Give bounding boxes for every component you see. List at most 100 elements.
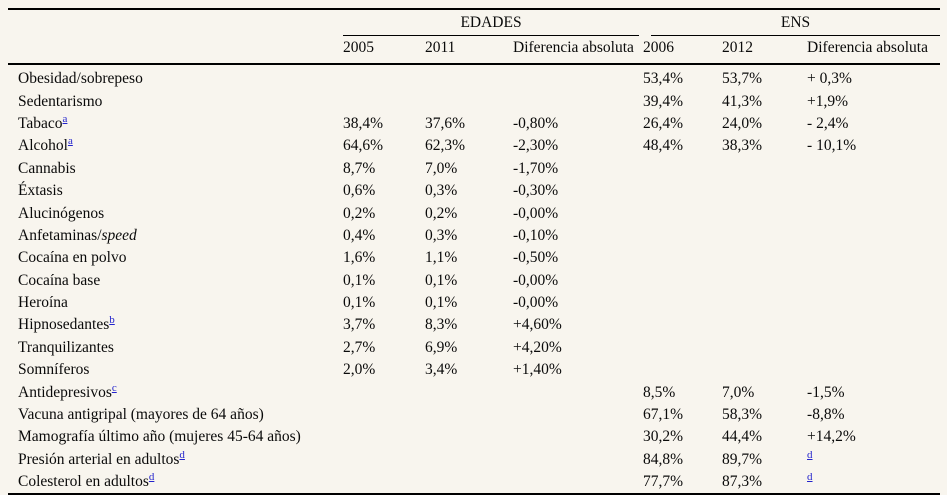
cell-2011: 62,3% <box>425 137 466 155</box>
cell-dif-ens: +14,2% <box>807 426 940 448</box>
row-label-cell: Mamografía último año (mujeres 45-64 año… <box>8 426 343 448</box>
cell-2012: 58,3% <box>722 406 763 424</box>
cell-2012 <box>722 225 807 247</box>
cell-dif-edades <box>513 64 643 90</box>
cell-2006: 67,1% <box>643 406 684 424</box>
footnote-link[interactable]: c <box>111 381 117 394</box>
cell-2012: 24,0% <box>722 114 763 132</box>
cell-2006: 84,8% <box>643 450 684 468</box>
cell-2005 <box>343 90 425 112</box>
col-header-dif-edades: Diferencia absoluta <box>513 36 644 65</box>
cell-2005: 2,0% <box>343 361 376 379</box>
cell-2012: 87,3% <box>722 473 763 491</box>
row-label-cell: Presión arterial en adultosd <box>8 449 343 471</box>
cell-2006 <box>643 314 722 336</box>
footnote-link[interactable]: d <box>807 448 813 461</box>
table-row: Éxtasis 0,6% 0,3% -0,30% <box>8 180 940 202</box>
col-header-dif-ens: Diferencia absoluta <box>807 36 941 65</box>
cell-2006 <box>643 292 722 314</box>
dif-ens-value: - 2,4% <box>807 114 849 132</box>
table-row: Vacuna antigripal (mayores de 64 años) 6… <box>8 404 940 426</box>
cell-2012: 53,7% <box>722 70 763 88</box>
footnote-link[interactable]: b <box>109 314 115 327</box>
row-label-cell: Cannabis <box>8 158 343 180</box>
cell-2011 <box>425 90 513 112</box>
cell-2006 <box>643 180 722 202</box>
cell-2005: 1,6% <box>343 249 376 267</box>
row-label-cell: Cocaína base <box>8 270 343 292</box>
row-label: Vacuna antigripal (mayores de 64 años) <box>18 406 264 424</box>
cell-dif-edades: -0,80% <box>513 114 559 132</box>
cell-dif-ens <box>807 225 940 247</box>
cell-2005: 0,2% <box>343 204 376 222</box>
row-label-cell: Vacuna antigripal (mayores de 64 años) <box>8 404 343 426</box>
cell-2005: 0,1% <box>343 271 376 289</box>
cell-dif-edades: -0,30% <box>513 182 559 200</box>
cell-dif-ens: -8,8% <box>807 404 940 426</box>
dif-ens-value: - 10,1% <box>807 137 857 155</box>
table-body: Obesidad/sobrepeso 53,4% 53,7% + 0,3% Se… <box>8 64 940 494</box>
cell-dif-edades: -1,70% <box>513 159 559 177</box>
cell-dif-ens: d <box>807 471 940 494</box>
group-underline-ens: ENS <box>651 13 941 36</box>
cell-dif-ens: +1,9% <box>807 90 940 112</box>
cell-dif-edades <box>513 90 643 112</box>
cell-2011 <box>425 449 513 471</box>
row-label-cell: Alcohola <box>8 135 343 157</box>
cell-2005 <box>343 404 425 426</box>
cell-2011: 1,1% <box>425 249 458 267</box>
footnote-link[interactable]: a <box>67 135 73 148</box>
cell-2005: 8,7% <box>343 159 376 177</box>
footnote-link[interactable]: d <box>148 471 155 484</box>
cell-2012 <box>722 337 807 359</box>
table-row: Tabacoa 38,4% 37,6% -0,80% 26,4% 24,0% -… <box>8 113 940 135</box>
cell-dif-edades: -2,30% <box>513 137 559 155</box>
cell-2011 <box>425 426 513 448</box>
row-label-cell: Heroína <box>8 292 343 314</box>
row-label: Sedentarismo <box>18 92 103 110</box>
row-label: Éxtasis <box>18 182 63 200</box>
row-label-cell: Colesterol en adultosd <box>8 471 343 494</box>
cell-dif-edades: -0,50% <box>513 249 559 267</box>
cell-2006 <box>643 247 722 269</box>
row-label: Mamografía último año (mujeres 45-64 año… <box>18 428 301 446</box>
cell-dif-edades: +1,40% <box>513 361 562 379</box>
cell-dif-edades <box>513 449 643 471</box>
cell-2005: 3,7% <box>343 316 376 334</box>
row-label-cell: Antidepresivosc <box>8 381 343 403</box>
cell-dif-edades: +4,60% <box>513 316 562 334</box>
cell-2012 <box>722 359 807 381</box>
row-label: Tranquilizantes <box>18 338 114 356</box>
cell-2011: 8,3% <box>425 316 458 334</box>
cell-dif-edades <box>513 404 643 426</box>
cell-2011 <box>425 381 513 403</box>
cell-2011: 0,3% <box>425 182 458 200</box>
table-row: Cocaína en polvo 1,6% 1,1% -0,50% <box>8 247 940 269</box>
col-header-2012: 2012 <box>722 36 808 65</box>
table-row: Heroína 0,1% 0,1% -0,00% <box>8 292 940 314</box>
cell-dif-ens <box>807 202 940 224</box>
cell-2012 <box>722 270 807 292</box>
footnote-link[interactable]: d <box>179 448 185 461</box>
row-label: Cocaína base <box>18 271 101 289</box>
cell-2006: 30,2% <box>643 428 684 446</box>
cell-2012: 44,4% <box>722 428 763 446</box>
cell-2011 <box>425 64 513 90</box>
cell-2005 <box>343 381 425 403</box>
cell-2006: 77,7% <box>643 473 684 491</box>
footnote-link[interactable]: d <box>807 471 813 484</box>
cell-dif-ens: + 0,3% <box>807 64 940 90</box>
cell-2005 <box>343 64 425 90</box>
cell-2006 <box>643 225 722 247</box>
table-row: Anfetaminas/speed 0,4% 0,3% -0,10% <box>8 225 940 247</box>
cell-dif-ens: - 10,1% <box>807 135 940 157</box>
row-label: Alcohol <box>18 137 68 155</box>
cell-2011: 37,6% <box>425 114 466 132</box>
row-label-cell: Cocaína en polvo <box>8 247 343 269</box>
footnote-link[interactable]: a <box>62 112 68 125</box>
table-row: Hipnosedantesb 3,7% 8,3% +4,60% <box>8 314 940 336</box>
row-label-cell: Obesidad/sobrepeso <box>8 64 343 90</box>
row-label: Antidepresivos <box>18 383 112 401</box>
cell-dif-ens <box>807 270 940 292</box>
cell-dif-edades: -0,00% <box>513 204 559 222</box>
